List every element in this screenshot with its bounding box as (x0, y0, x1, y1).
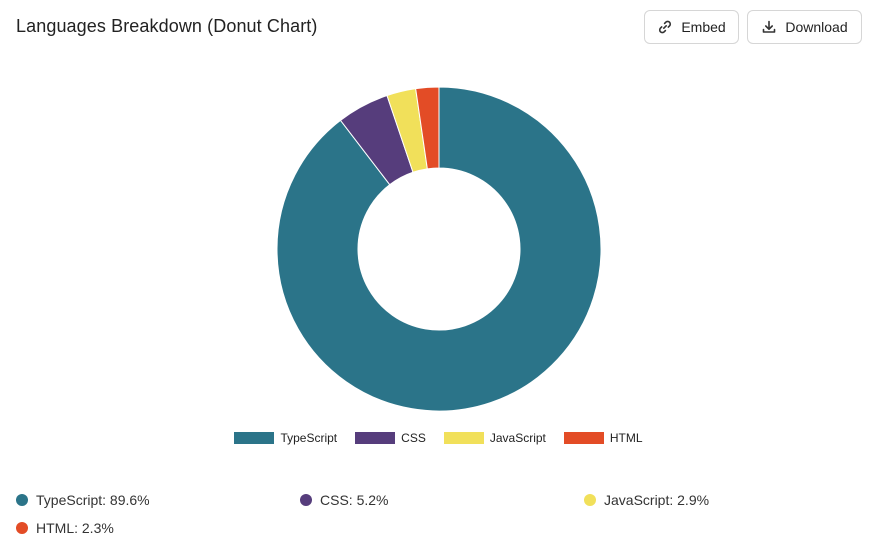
chart-header: Languages Breakdown (Donut Chart) Embed … (0, 0, 877, 56)
legend-swatch (443, 432, 484, 444)
summary-label: JavaScript: 2.9% (604, 492, 710, 508)
legend-swatch (355, 432, 396, 444)
legend-label: CSS (401, 431, 426, 445)
legend-swatch (234, 432, 275, 444)
embed-label: Embed (681, 19, 726, 35)
download-button[interactable]: Download (747, 10, 862, 44)
summary-label: TypeScript: 89.6% (36, 492, 150, 508)
embed-button[interactable]: Embed (644, 10, 739, 44)
summary-item: TypeScript: 89.6% (16, 492, 150, 508)
summary-dot (16, 494, 28, 506)
chart-legend: TypeScript CSS JavaScript HTML (0, 428, 877, 448)
summary-item: HTML: 2.3% (16, 520, 114, 536)
legend-label: HTML (609, 431, 643, 445)
legend-item-html[interactable]: HTML (563, 431, 643, 445)
summary-dot (584, 494, 596, 506)
donut-chart (276, 86, 602, 412)
donut-slice-html[interactable] (415, 86, 440, 170)
legend-item-typescript[interactable]: TypeScript (234, 431, 337, 445)
summary-item: JavaScript: 2.9% (584, 492, 709, 508)
donut-slice-typescript[interactable] (276, 86, 602, 412)
summary-label: HTML: 2.3% (36, 520, 114, 536)
legend-item-css[interactable]: CSS (355, 431, 426, 445)
legend-item-javascript[interactable]: JavaScript (443, 431, 546, 445)
summary-item: CSS: 5.2% (300, 492, 388, 508)
summary-dot (300, 494, 312, 506)
legend-swatch (563, 432, 604, 444)
link-icon (659, 20, 672, 34)
legend-label: TypeScript (280, 431, 338, 445)
summary-label: CSS: 5.2% (320, 492, 389, 508)
download-icon (763, 20, 776, 33)
summary-dot (16, 522, 28, 534)
page-title: Languages Breakdown (Donut Chart) (16, 16, 318, 36)
download-label: Download (785, 19, 848, 35)
legend-label: JavaScript (489, 431, 546, 445)
